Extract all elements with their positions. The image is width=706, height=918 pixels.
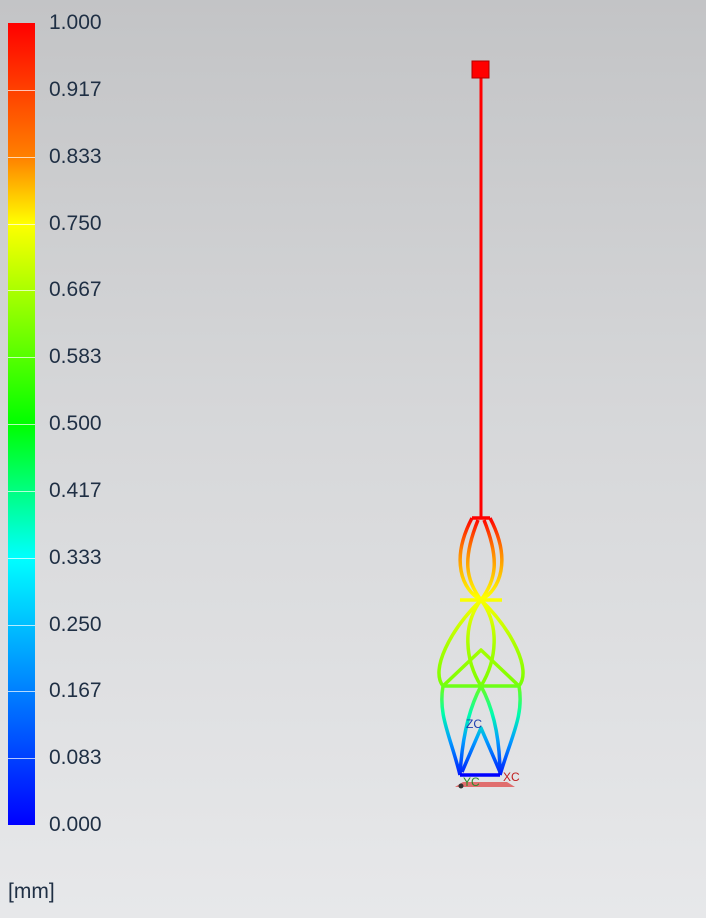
- probe-marker[interactable]: [471, 60, 490, 79]
- unit-label: [mm]: [8, 880, 55, 903]
- legend-tick-label: 0.333: [49, 545, 102, 569]
- legend-tick-label: 0.833: [49, 144, 102, 168]
- legend-tick-mark: [8, 357, 35, 359]
- legend-tick-mark: [8, 290, 35, 292]
- strut-inner-right: [479, 519, 502, 776]
- diagonal-lower: [460, 726, 502, 773]
- legend-tick-label: 0.167: [49, 679, 102, 703]
- origin-point: [458, 783, 464, 789]
- legend-tick-label: 0.083: [49, 746, 102, 770]
- axis-label-yc: YC: [463, 775, 480, 789]
- legend-tick-mark: [8, 490, 35, 492]
- lattice-structure[interactable]: [437, 516, 525, 777]
- base-plate: [455, 782, 515, 787]
- legend-tick-mark: [8, 223, 35, 225]
- legend-tick-label: 0.500: [49, 412, 102, 435]
- legend-tick-mark: [8, 424, 35, 425]
- legend-tick-mark: [8, 758, 35, 760]
- legend-tick-label: 0.917: [49, 77, 102, 101]
- legend-tick-label: 0.750: [49, 211, 102, 235]
- legend-tick-mark: [8, 156, 35, 158]
- strut-inner-left: [458, 519, 483, 776]
- axis-label-zc: ZC: [466, 717, 482, 731]
- coordinate-triad: ZC YC XC: [458, 717, 520, 789]
- color-legend: 1.000 0.917 0.833 0.750 0.667 0.583 0.500 0.417…: [0, 0, 140, 918]
- legend-tick-label: 0.417: [49, 478, 102, 502]
- legend-tick-label: 0.000: [49, 813, 102, 836]
- legend-tick-label: 0.250: [49, 612, 102, 636]
- strut-outer-right: [479, 517, 525, 776]
- diagonal-left: [441, 648, 521, 688]
- legend-tick-mark: [8, 89, 35, 91]
- legend-tick-mark: [8, 557, 35, 559]
- axis-label-xc: XC: [503, 770, 520, 784]
- legend-tick-label: 0.667: [49, 278, 102, 302]
- legend-tick-label: 0.583: [49, 345, 102, 369]
- legend-tick-label: 1.000: [49, 11, 102, 34]
- legend-tick-mark: [8, 691, 35, 693]
- legend-tick-mark: [8, 624, 35, 626]
- strut-outer-left: [437, 517, 483, 776]
